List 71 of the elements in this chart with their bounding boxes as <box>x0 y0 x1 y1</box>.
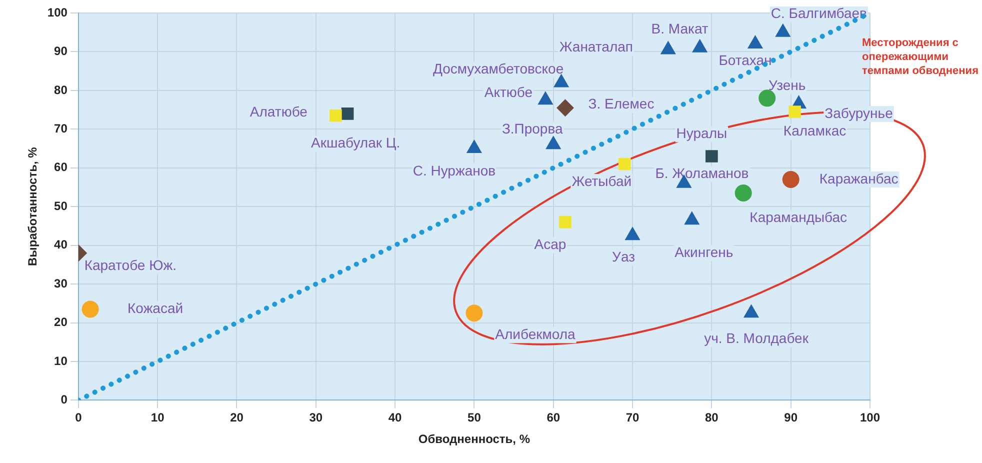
annotation: уч. В. Молдабек <box>704 330 810 346</box>
x-tick-label: 50 <box>468 410 482 425</box>
annotation: Забурунье <box>824 104 894 121</box>
point <box>618 158 631 170</box>
annotation: Алатюбе <box>250 103 308 120</box>
x-tick-label: 100 <box>860 410 880 425</box>
y-tick-label: 70 <box>54 121 68 136</box>
annotation: Б. Жоламанов <box>655 165 749 182</box>
point <box>734 184 752 202</box>
annotation: Ботахан <box>718 52 772 68</box>
annotation: Досмухамбетовское <box>432 60 564 77</box>
y-tick-label: 20 <box>54 315 68 330</box>
y-tick-label: 80 <box>54 82 68 97</box>
point <box>82 300 99 318</box>
point <box>538 92 553 105</box>
x-tick-label: 40 <box>388 410 402 425</box>
annotation: С. Нуржанов <box>412 162 496 178</box>
annotation: Актюбе <box>484 84 533 100</box>
point <box>341 108 354 120</box>
annotation: Алибекмола <box>495 326 576 342</box>
annotation: З.Прорва <box>502 120 563 137</box>
y-axis-title: Выработанность, % <box>26 146 40 266</box>
annotation: С. Балгимбаев <box>770 5 867 22</box>
annotation: Нуралы <box>676 125 728 142</box>
point <box>625 227 640 240</box>
annotation: З. Елемес <box>588 96 654 112</box>
point <box>748 35 763 48</box>
point <box>684 212 700 225</box>
annotation: Жанаталап <box>559 38 633 55</box>
x-tick-label: 90 <box>784 410 798 425</box>
y-tick-label: 50 <box>54 198 68 213</box>
annotation: Акшабулак Ц. <box>311 134 400 151</box>
point <box>466 304 483 322</box>
point <box>782 170 800 188</box>
annotation: Карамандыбас <box>750 208 848 225</box>
x-tick-label: 10 <box>150 410 165 425</box>
point <box>330 109 342 122</box>
annotation: Асар <box>534 236 566 252</box>
annotation: Каламкас <box>783 122 846 139</box>
point <box>692 39 708 52</box>
y-tick-label: 100 <box>47 5 68 20</box>
x-tick-label: 70 <box>626 410 640 425</box>
annotation: В. Макат <box>651 20 709 37</box>
y-tick-label: 0 <box>60 392 68 407</box>
point <box>776 24 790 37</box>
x-tick-label: 20 <box>230 410 244 425</box>
point <box>758 90 776 107</box>
annotation: Узень <box>768 77 806 94</box>
y-tick-label: 10 <box>54 354 68 368</box>
y-tick-label: 90 <box>54 44 68 58</box>
y-tick-label: 40 <box>54 238 68 252</box>
y-tick-label: 60 <box>54 160 68 174</box>
annotation: Жетыбай <box>572 172 632 189</box>
annotation: Каратобе Юж. <box>84 256 177 273</box>
point <box>788 106 801 118</box>
annotation: Каражанбас <box>819 170 898 186</box>
point <box>466 140 482 154</box>
point <box>706 150 718 162</box>
x-tick-label: 30 <box>309 410 323 425</box>
x-tick-label: 60 <box>546 410 560 425</box>
x-tick-label: 80 <box>705 410 719 425</box>
annotation: Акингень <box>674 244 734 260</box>
annotation: Уаз <box>612 248 636 264</box>
point <box>660 41 676 54</box>
annotation: Месторождения с опережающими темпами обводнения <box>862 36 980 78</box>
x-axis-title: Обводненность, % <box>418 432 530 446</box>
x-tick-label: 0 <box>75 410 82 425</box>
y-tick-label: 30 <box>54 276 68 290</box>
point <box>559 216 572 228</box>
point <box>546 136 561 150</box>
annotation: Кожасай <box>128 300 184 316</box>
